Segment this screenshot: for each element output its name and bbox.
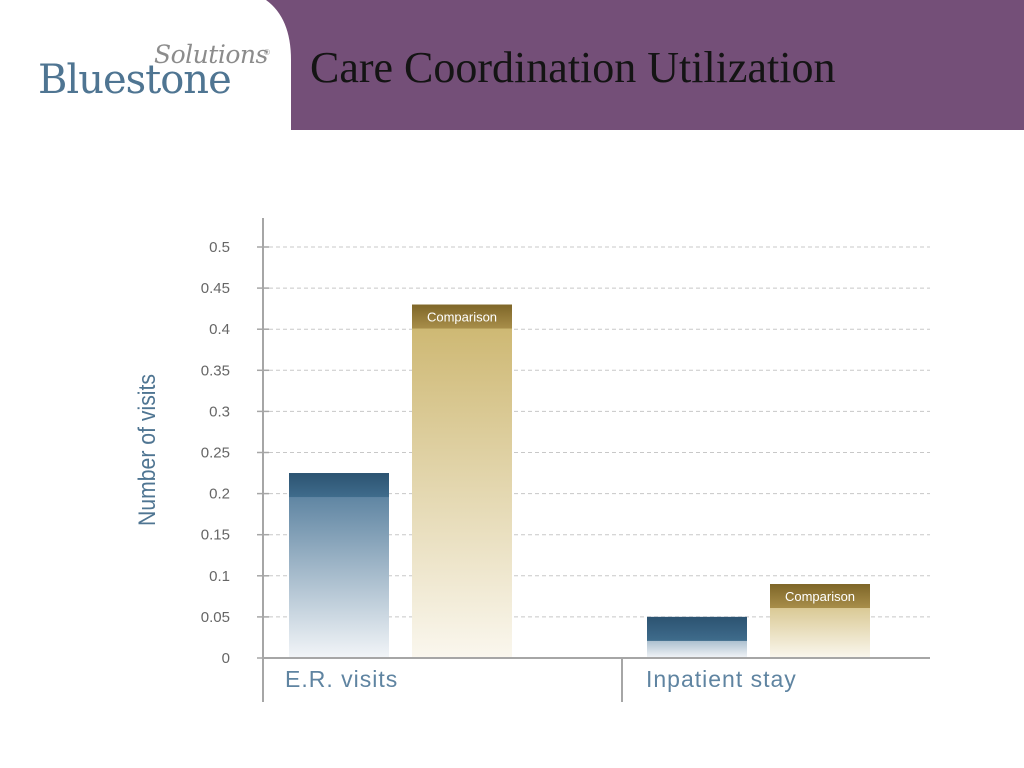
- logo-solutions-text: Solutions: [154, 40, 268, 69]
- bar-data-label: Comparison: [785, 589, 855, 604]
- logo-registered-mark: ®: [264, 48, 270, 57]
- header-band: [266, 0, 1024, 130]
- x-category-label: Inpatient stay: [646, 666, 797, 692]
- y-tick-label: 0.3: [209, 403, 230, 420]
- page-title: Care Coordination Utilization: [310, 43, 836, 92]
- bar-cap: [412, 304, 512, 329]
- header-purple-shape: [266, 0, 1024, 130]
- y-tick-label: 0.2: [209, 486, 230, 503]
- x-category-label: E.R. visits: [285, 666, 398, 692]
- bar: [289, 473, 389, 658]
- y-tick-label: 0.35: [201, 362, 230, 379]
- bluestone-logo: Solutions ® Bluestone: [38, 40, 278, 104]
- bar-cap: [647, 616, 747, 641]
- y-tick-label: 0.25: [201, 445, 230, 462]
- y-tick-label: 0.1: [209, 568, 230, 585]
- y-tick-label: 0.4: [209, 321, 230, 338]
- y-tick-label: 0.5: [209, 239, 230, 256]
- bar-data-label: Comparison: [427, 310, 497, 325]
- bar-cap: [289, 473, 389, 498]
- y-tick-label: 0: [222, 650, 230, 667]
- y-tick-label: 0.05: [201, 609, 230, 626]
- y-tick-label: 0.45: [201, 280, 230, 297]
- y-axis-label: Number of visits: [134, 374, 161, 526]
- bar-cap: [770, 584, 870, 609]
- y-tick-label: 0.15: [201, 527, 230, 544]
- logo-bluestone-text: Bluestone: [38, 57, 232, 103]
- bar: [412, 304, 512, 658]
